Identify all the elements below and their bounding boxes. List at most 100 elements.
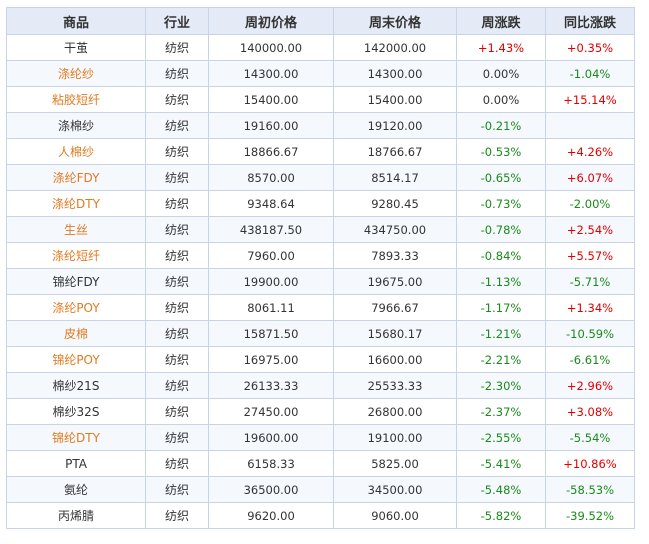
commodity-name[interactable]: 粘胶短纤 [6,86,146,113]
week-change-cell: -0.65% [456,164,546,191]
commodity-name: 干茧 [6,34,146,61]
commodity-name[interactable]: 涤纶POY [6,294,146,321]
table-row: 棉纱32S 纺织 27450.00 26800.00 -2.37% +3.08% [6,398,635,425]
week-change-cell: -0.73% [456,190,546,217]
header-commodity[interactable]: 商品 [6,7,146,35]
week-change-cell: -1.21% [456,320,546,347]
yoy-change-cell: -2.00% [545,190,635,217]
industry-cell: 纺织 [145,424,209,451]
start-price-cell: 14300.00 [208,60,334,87]
yoy-change-cell: -5.54% [545,424,635,451]
yoy-change-cell: +15.14% [545,86,635,113]
week-change-cell: -5.48% [456,476,546,503]
end-price-cell: 7893.33 [333,242,457,269]
table-row: 皮棉 纺织 15871.50 15680.17 -1.21% -10.59% [6,320,635,347]
start-price-cell: 16975.00 [208,346,334,373]
commodity-name: 丙烯腈 [6,502,146,529]
week-change-cell: 0.00% [456,86,546,113]
end-price-cell: 18766.67 [333,138,457,165]
week-change-cell: -2.37% [456,398,546,425]
commodity-name: 锦纶FDY [6,268,146,295]
week-change-cell: -5.82% [456,502,546,529]
table-row: 锦纶DTY 纺织 19600.00 19100.00 -2.55% -5.54% [6,424,635,451]
end-price-cell: 9280.45 [333,190,457,217]
end-price-cell: 9060.00 [333,502,457,529]
yoy-change-cell: +1.34% [545,294,635,321]
end-price-cell: 14300.00 [333,60,457,87]
start-price-cell: 19900.00 [208,268,334,295]
end-price-cell: 16600.00 [333,346,457,373]
commodity-name[interactable]: 涤纶DTY [6,190,146,217]
yoy-change-cell: +0.35% [545,34,635,61]
header-week-change[interactable]: 周涨跌 [456,7,546,35]
industry-cell: 纺织 [145,320,209,347]
yoy-change-cell: -6.61% [545,346,635,373]
commodity-name[interactable]: 人棉纱 [6,138,146,165]
week-change-cell: -0.53% [456,138,546,165]
week-change-cell: -2.55% [456,424,546,451]
end-price-cell: 34500.00 [333,476,457,503]
end-price-cell: 142000.00 [333,34,457,61]
commodity-name: 棉纱21S [6,372,146,399]
start-price-cell: 19600.00 [208,424,334,451]
commodity-name[interactable]: 涤纶纱 [6,60,146,87]
industry-cell: 纺织 [145,372,209,399]
week-change-cell: 0.00% [456,60,546,87]
table-row: 棉纱21S 纺织 26133.33 25533.33 -2.30% +2.96% [6,372,635,399]
header-yoy-change[interactable]: 同比涨跌 [545,7,635,35]
end-price-cell: 15400.00 [333,86,457,113]
industry-cell: 纺织 [145,60,209,87]
end-price-cell: 8514.17 [333,164,457,191]
table-row: PTA 纺织 6158.33 5825.00 -5.41% +10.86% [6,450,635,477]
yoy-change-cell: +10.86% [545,450,635,477]
start-price-cell: 15400.00 [208,86,334,113]
industry-cell: 纺织 [145,476,209,503]
start-price-cell: 9620.00 [208,502,334,529]
table-row: 锦纶FDY 纺织 19900.00 19675.00 -1.13% -5.71% [6,268,635,295]
end-price-cell: 25533.33 [333,372,457,399]
industry-cell: 纺织 [145,86,209,113]
commodity-name[interactable]: 涤纶短纤 [6,242,146,269]
start-price-cell: 36500.00 [208,476,334,503]
week-change-cell: -0.21% [456,112,546,139]
header-end-price[interactable]: 周末价格 [333,7,457,35]
start-price-cell: 438187.50 [208,216,334,243]
yoy-change-cell: +3.08% [545,398,635,425]
table-row: 生丝 纺织 438187.50 434750.00 -0.78% +2.54% [6,216,635,243]
start-price-cell: 7960.00 [208,242,334,269]
table-row: 涤纶FDY 纺织 8570.00 8514.17 -0.65% +6.07% [6,164,635,191]
price-table-container: 商品 行业 周初价格 周末价格 周涨跌 同比涨跌 干茧 纺织 140000.00 14… [6,7,635,529]
week-change-cell: +1.43% [456,34,546,61]
commodity-name[interactable]: 锦纶POY [6,346,146,373]
commodity-name[interactable]: 锦纶DTY [6,424,146,451]
week-change-cell: -1.13% [456,268,546,295]
commodity-name: 棉纱32S [6,398,146,425]
end-price-cell: 434750.00 [333,216,457,243]
end-price-cell: 15680.17 [333,320,457,347]
yoy-change-cell [545,112,635,139]
week-change-cell: -0.78% [456,216,546,243]
week-change-cell: -2.30% [456,372,546,399]
yoy-change-cell: +4.26% [545,138,635,165]
start-price-cell: 9348.64 [208,190,334,217]
table-row: 涤纶DTY 纺织 9348.64 9280.45 -0.73% -2.00% [6,190,635,217]
commodity-name[interactable]: 生丝 [6,216,146,243]
header-industry[interactable]: 行业 [145,7,209,35]
industry-cell: 纺织 [145,346,209,373]
yoy-change-cell: -5.71% [545,268,635,295]
week-change-cell: -5.41% [456,450,546,477]
commodity-name[interactable]: 涤纶FDY [6,164,146,191]
header-start-price[interactable]: 周初价格 [208,7,334,35]
table-header-row: 商品 行业 周初价格 周末价格 周涨跌 同比涨跌 [6,7,635,35]
start-price-cell: 19160.00 [208,112,334,139]
start-price-cell: 8061.11 [208,294,334,321]
industry-cell: 纺织 [145,450,209,477]
end-price-cell: 19120.00 [333,112,457,139]
week-change-cell: -0.84% [456,242,546,269]
yoy-change-cell: -39.52% [545,502,635,529]
yoy-change-cell: +5.57% [545,242,635,269]
commodity-name[interactable]: 皮棉 [6,320,146,347]
industry-cell: 纺织 [145,398,209,425]
end-price-cell: 19675.00 [333,268,457,295]
commodity-name: 涤棉纱 [6,112,146,139]
